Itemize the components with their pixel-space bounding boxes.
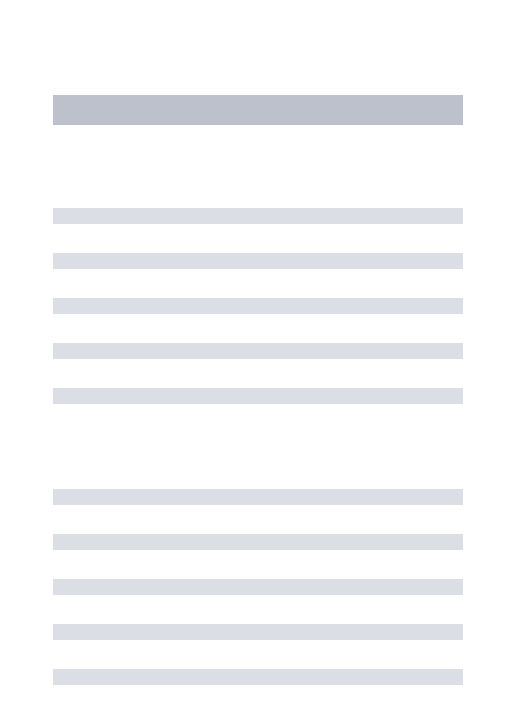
skeleton-container <box>0 0 516 685</box>
skeleton-line <box>53 624 463 640</box>
skeleton-line <box>53 343 463 359</box>
skeleton-group-1 <box>53 208 463 404</box>
skeleton-header-bar <box>53 95 463 125</box>
skeleton-line <box>53 208 463 224</box>
skeleton-line <box>53 534 463 550</box>
skeleton-group-2 <box>53 489 463 685</box>
skeleton-line <box>53 298 463 314</box>
skeleton-line <box>53 579 463 595</box>
skeleton-line <box>53 489 463 505</box>
spacer <box>53 125 463 208</box>
skeleton-line <box>53 388 463 404</box>
skeleton-line <box>53 669 463 685</box>
spacer <box>53 433 463 489</box>
skeleton-line <box>53 253 463 269</box>
